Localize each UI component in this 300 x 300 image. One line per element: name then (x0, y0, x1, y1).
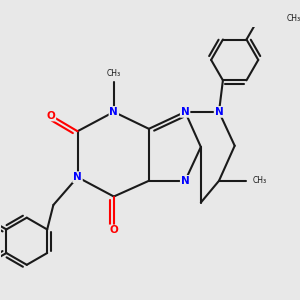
Text: N: N (110, 107, 118, 117)
Text: N: N (73, 172, 82, 182)
Text: N: N (181, 107, 190, 117)
Text: O: O (110, 225, 118, 236)
Text: CH₃: CH₃ (286, 14, 300, 23)
Text: CH₃: CH₃ (107, 69, 121, 78)
Text: CH₃: CH₃ (253, 176, 267, 185)
Text: N: N (181, 176, 190, 186)
Text: N: N (214, 107, 224, 117)
Text: O: O (46, 110, 55, 121)
